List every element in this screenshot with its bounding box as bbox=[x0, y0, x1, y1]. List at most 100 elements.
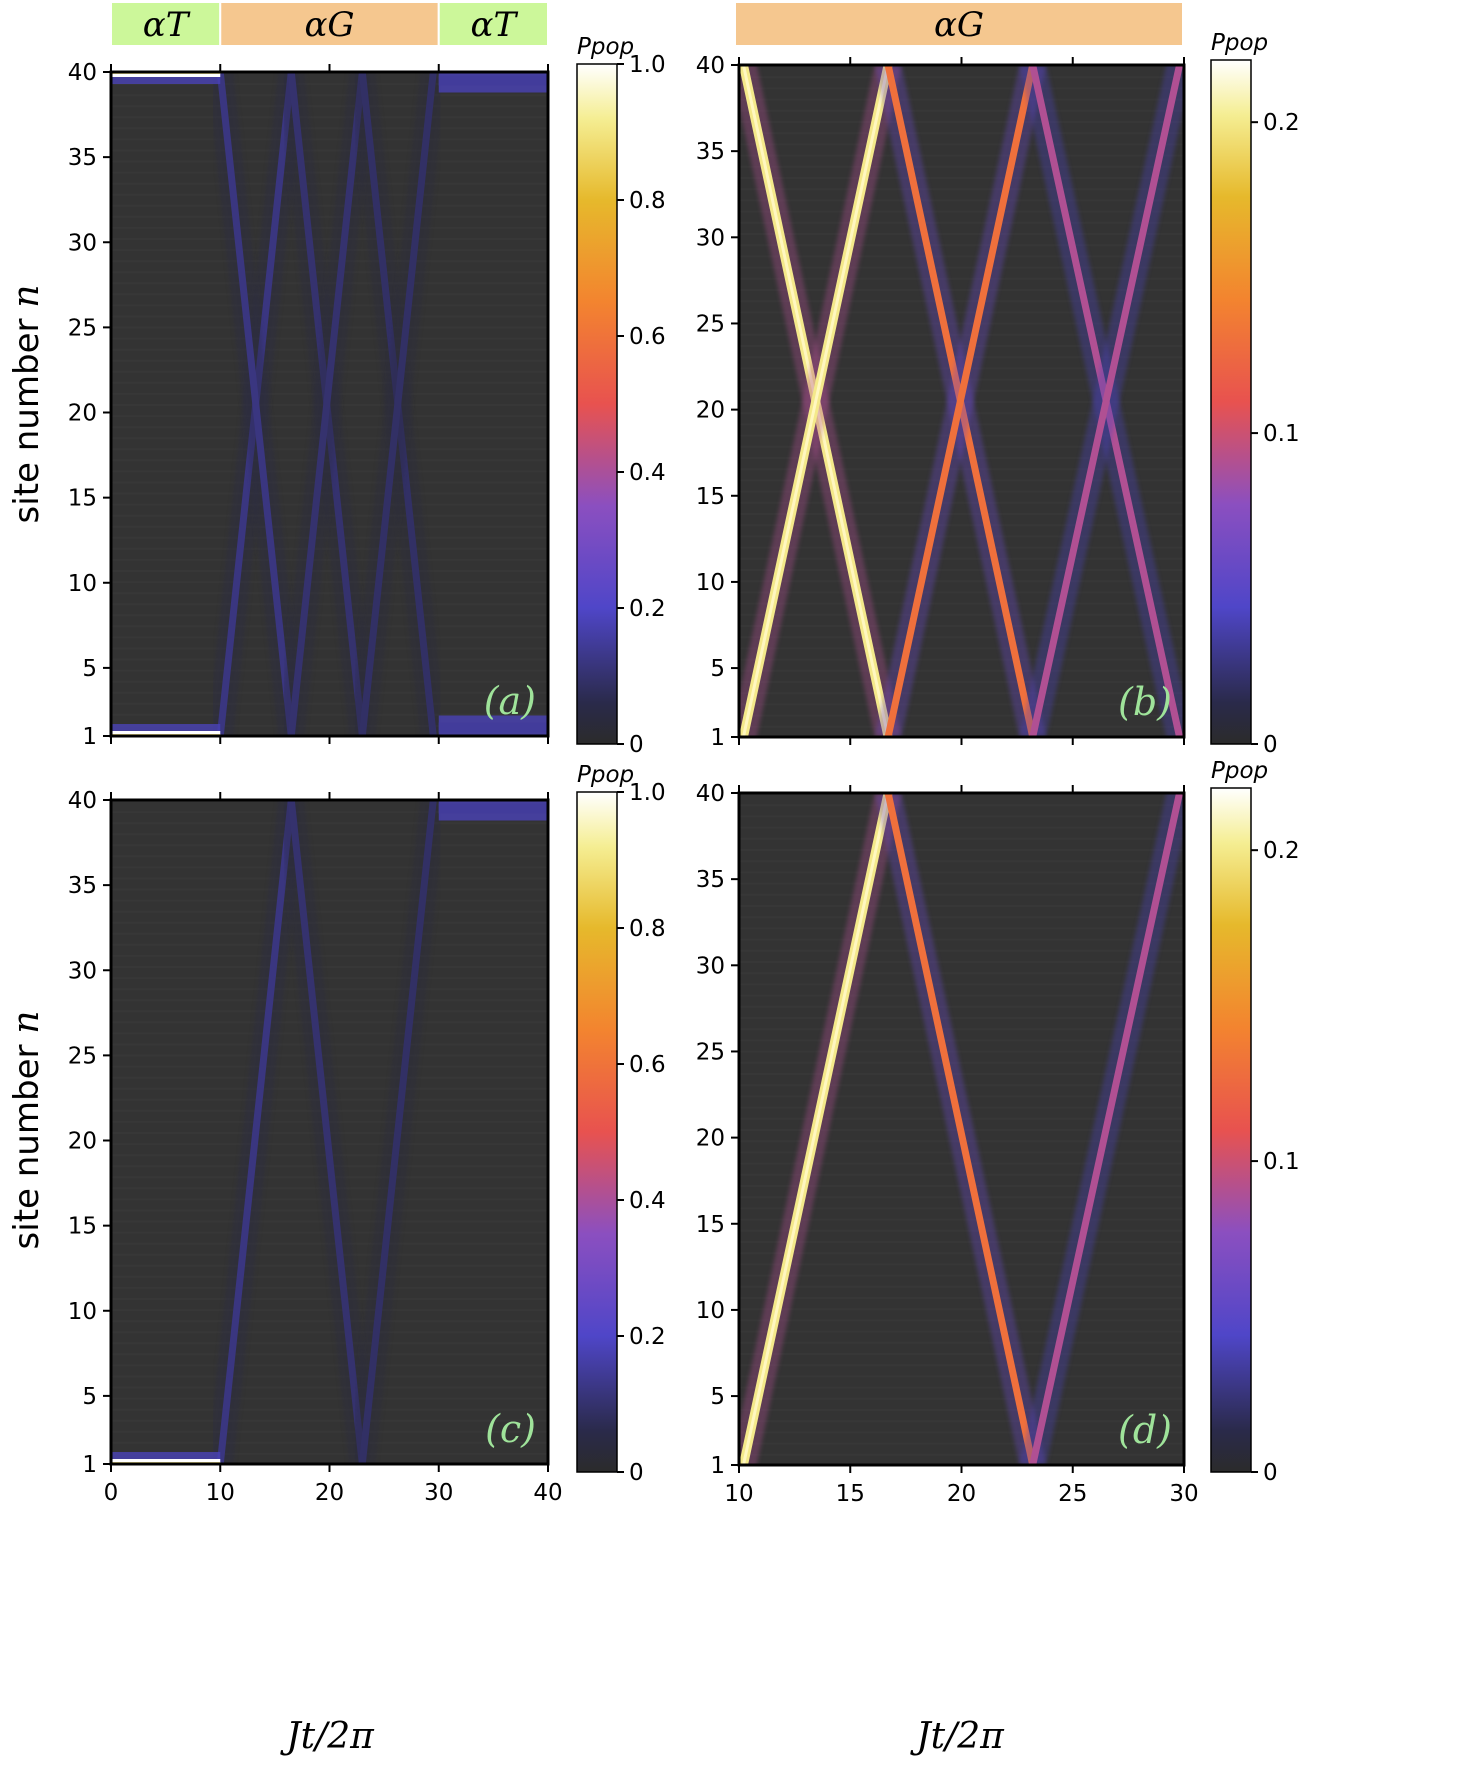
x-tick-label: 30 bbox=[424, 1480, 453, 1506]
y-tick-label: 35 bbox=[68, 145, 97, 171]
colorbar-tick-label: 0 bbox=[1263, 732, 1278, 758]
texture-stripe bbox=[739, 244, 1184, 247]
ylabel-bottom: site number n bbox=[6, 1011, 47, 1250]
colorbar-title: Ppop bbox=[1211, 30, 1268, 56]
wavefront bbox=[884, 793, 1037, 1465]
texture-stripe bbox=[111, 238, 548, 240]
texture-stripe bbox=[739, 1442, 1184, 1445]
region-band-label: αT bbox=[471, 5, 519, 45]
texture-stripe bbox=[739, 468, 1184, 471]
texture-stripe bbox=[739, 725, 1184, 728]
colorbar bbox=[1210, 787, 1252, 1473]
texture-stripe bbox=[739, 143, 1184, 146]
texture-stripe bbox=[111, 581, 548, 584]
colorbar-tick-label: 1.0 bbox=[629, 780, 666, 806]
texture-stripe bbox=[739, 669, 1184, 672]
svg-text:site number n: site number n bbox=[6, 1011, 47, 1250]
texture-stripe bbox=[111, 193, 548, 196]
wavefront bbox=[358, 72, 437, 736]
heatmap-area bbox=[739, 793, 1184, 1465]
colorbar-tick-label: 0.2 bbox=[1263, 838, 1300, 864]
heatmap-area bbox=[111, 800, 548, 1464]
x-tick-label: 10 bbox=[724, 1481, 753, 1507]
texture-stripe bbox=[111, 1441, 548, 1444]
texture-stripe bbox=[739, 1364, 1184, 1367]
texture-stripe bbox=[111, 1331, 548, 1334]
y-tick-label: 35 bbox=[696, 139, 725, 165]
texture-stripe bbox=[739, 177, 1184, 179]
texture-stripe bbox=[739, 557, 1184, 560]
texture-stripe bbox=[739, 132, 1184, 135]
texture-stripe bbox=[739, 692, 1184, 695]
texture-stripe bbox=[739, 580, 1184, 583]
colorbar-tick-label: 0.1 bbox=[1263, 1149, 1300, 1175]
y-tick-label: 40 bbox=[68, 788, 97, 814]
texture-stripe bbox=[739, 121, 1184, 123]
panel-label: (d) bbox=[1118, 1408, 1172, 1452]
x-tick-label: 20 bbox=[315, 1480, 344, 1506]
texture-stripe bbox=[739, 602, 1184, 605]
texture-stripe bbox=[739, 1431, 1184, 1434]
colorbar-tick-label: 0 bbox=[1263, 1460, 1278, 1486]
colorbar-tick-label: 0.8 bbox=[629, 916, 666, 942]
colorbar-tick-label: 0.6 bbox=[629, 324, 666, 350]
texture-stripe bbox=[739, 994, 1184, 997]
wavefront bbox=[287, 72, 366, 736]
texture-stripe bbox=[739, 289, 1184, 291]
edge-mode bbox=[438, 722, 548, 733]
colorbar bbox=[1210, 59, 1252, 745]
y-tick-label: 40 bbox=[696, 781, 725, 807]
texture-stripe bbox=[111, 558, 548, 561]
texture-stripe bbox=[111, 647, 548, 650]
region-band bbox=[437, 1, 549, 47]
texture-stripe bbox=[111, 1408, 548, 1411]
texture-stripe bbox=[111, 680, 548, 683]
texture-stripe bbox=[739, 165, 1184, 168]
texture-stripe bbox=[111, 1010, 548, 1013]
texture-stripe bbox=[111, 105, 548, 108]
texture-stripe bbox=[111, 1364, 548, 1367]
colorbar bbox=[576, 63, 618, 745]
texture-stripe bbox=[111, 921, 548, 924]
texture-stripe bbox=[739, 949, 1184, 952]
colorbar-tick-label: 0.2 bbox=[629, 596, 666, 622]
texture-stripe bbox=[111, 592, 548, 595]
texture-stripe bbox=[111, 171, 548, 174]
texture-stripe bbox=[111, 1353, 548, 1356]
colorbar-title: Ppop bbox=[1211, 758, 1268, 784]
texture-stripe bbox=[739, 109, 1184, 112]
wavefront bbox=[884, 65, 1037, 737]
edge-mode bbox=[111, 731, 221, 736]
texture-stripe bbox=[739, 1241, 1184, 1243]
texture-stripe bbox=[739, 1274, 1184, 1277]
wavefront bbox=[287, 800, 366, 1464]
y-tick-label: 40 bbox=[68, 60, 97, 86]
colorbar-tick-label: 0.6 bbox=[629, 1052, 666, 1078]
y-tick-label: 25 bbox=[68, 315, 97, 341]
texture-stripe bbox=[739, 546, 1184, 549]
texture-stripe bbox=[111, 603, 548, 606]
texture-stripe bbox=[111, 1397, 548, 1400]
texture-stripe bbox=[739, 983, 1184, 986]
texture-stripe bbox=[111, 215, 548, 218]
texture-stripe bbox=[111, 149, 548, 152]
texture-stripe bbox=[111, 811, 548, 814]
texture-stripe bbox=[739, 1397, 1184, 1400]
region-band bbox=[219, 1, 440, 47]
y-tick-label: 20 bbox=[696, 398, 725, 424]
texture-stripe bbox=[111, 877, 548, 880]
texture-stripe bbox=[111, 954, 548, 957]
y-tick-label: 35 bbox=[68, 873, 97, 899]
texture-stripe bbox=[739, 613, 1184, 616]
texture-stripe bbox=[739, 1297, 1184, 1299]
y-tick-label: 10 bbox=[696, 570, 725, 596]
texture-stripe bbox=[111, 1298, 548, 1300]
texture-stripe bbox=[111, 160, 548, 163]
colorbar-tick-label: 1.0 bbox=[629, 52, 666, 78]
y-tick-label: 30 bbox=[696, 953, 725, 979]
texture-stripe bbox=[739, 1420, 1184, 1423]
texture-stripe bbox=[739, 322, 1184, 325]
texture-stripe bbox=[739, 569, 1184, 571]
colorbar-tick-label: 0.2 bbox=[1263, 110, 1300, 136]
